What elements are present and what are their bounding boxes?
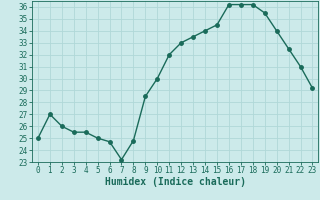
X-axis label: Humidex (Indice chaleur): Humidex (Indice chaleur) [105,177,246,187]
